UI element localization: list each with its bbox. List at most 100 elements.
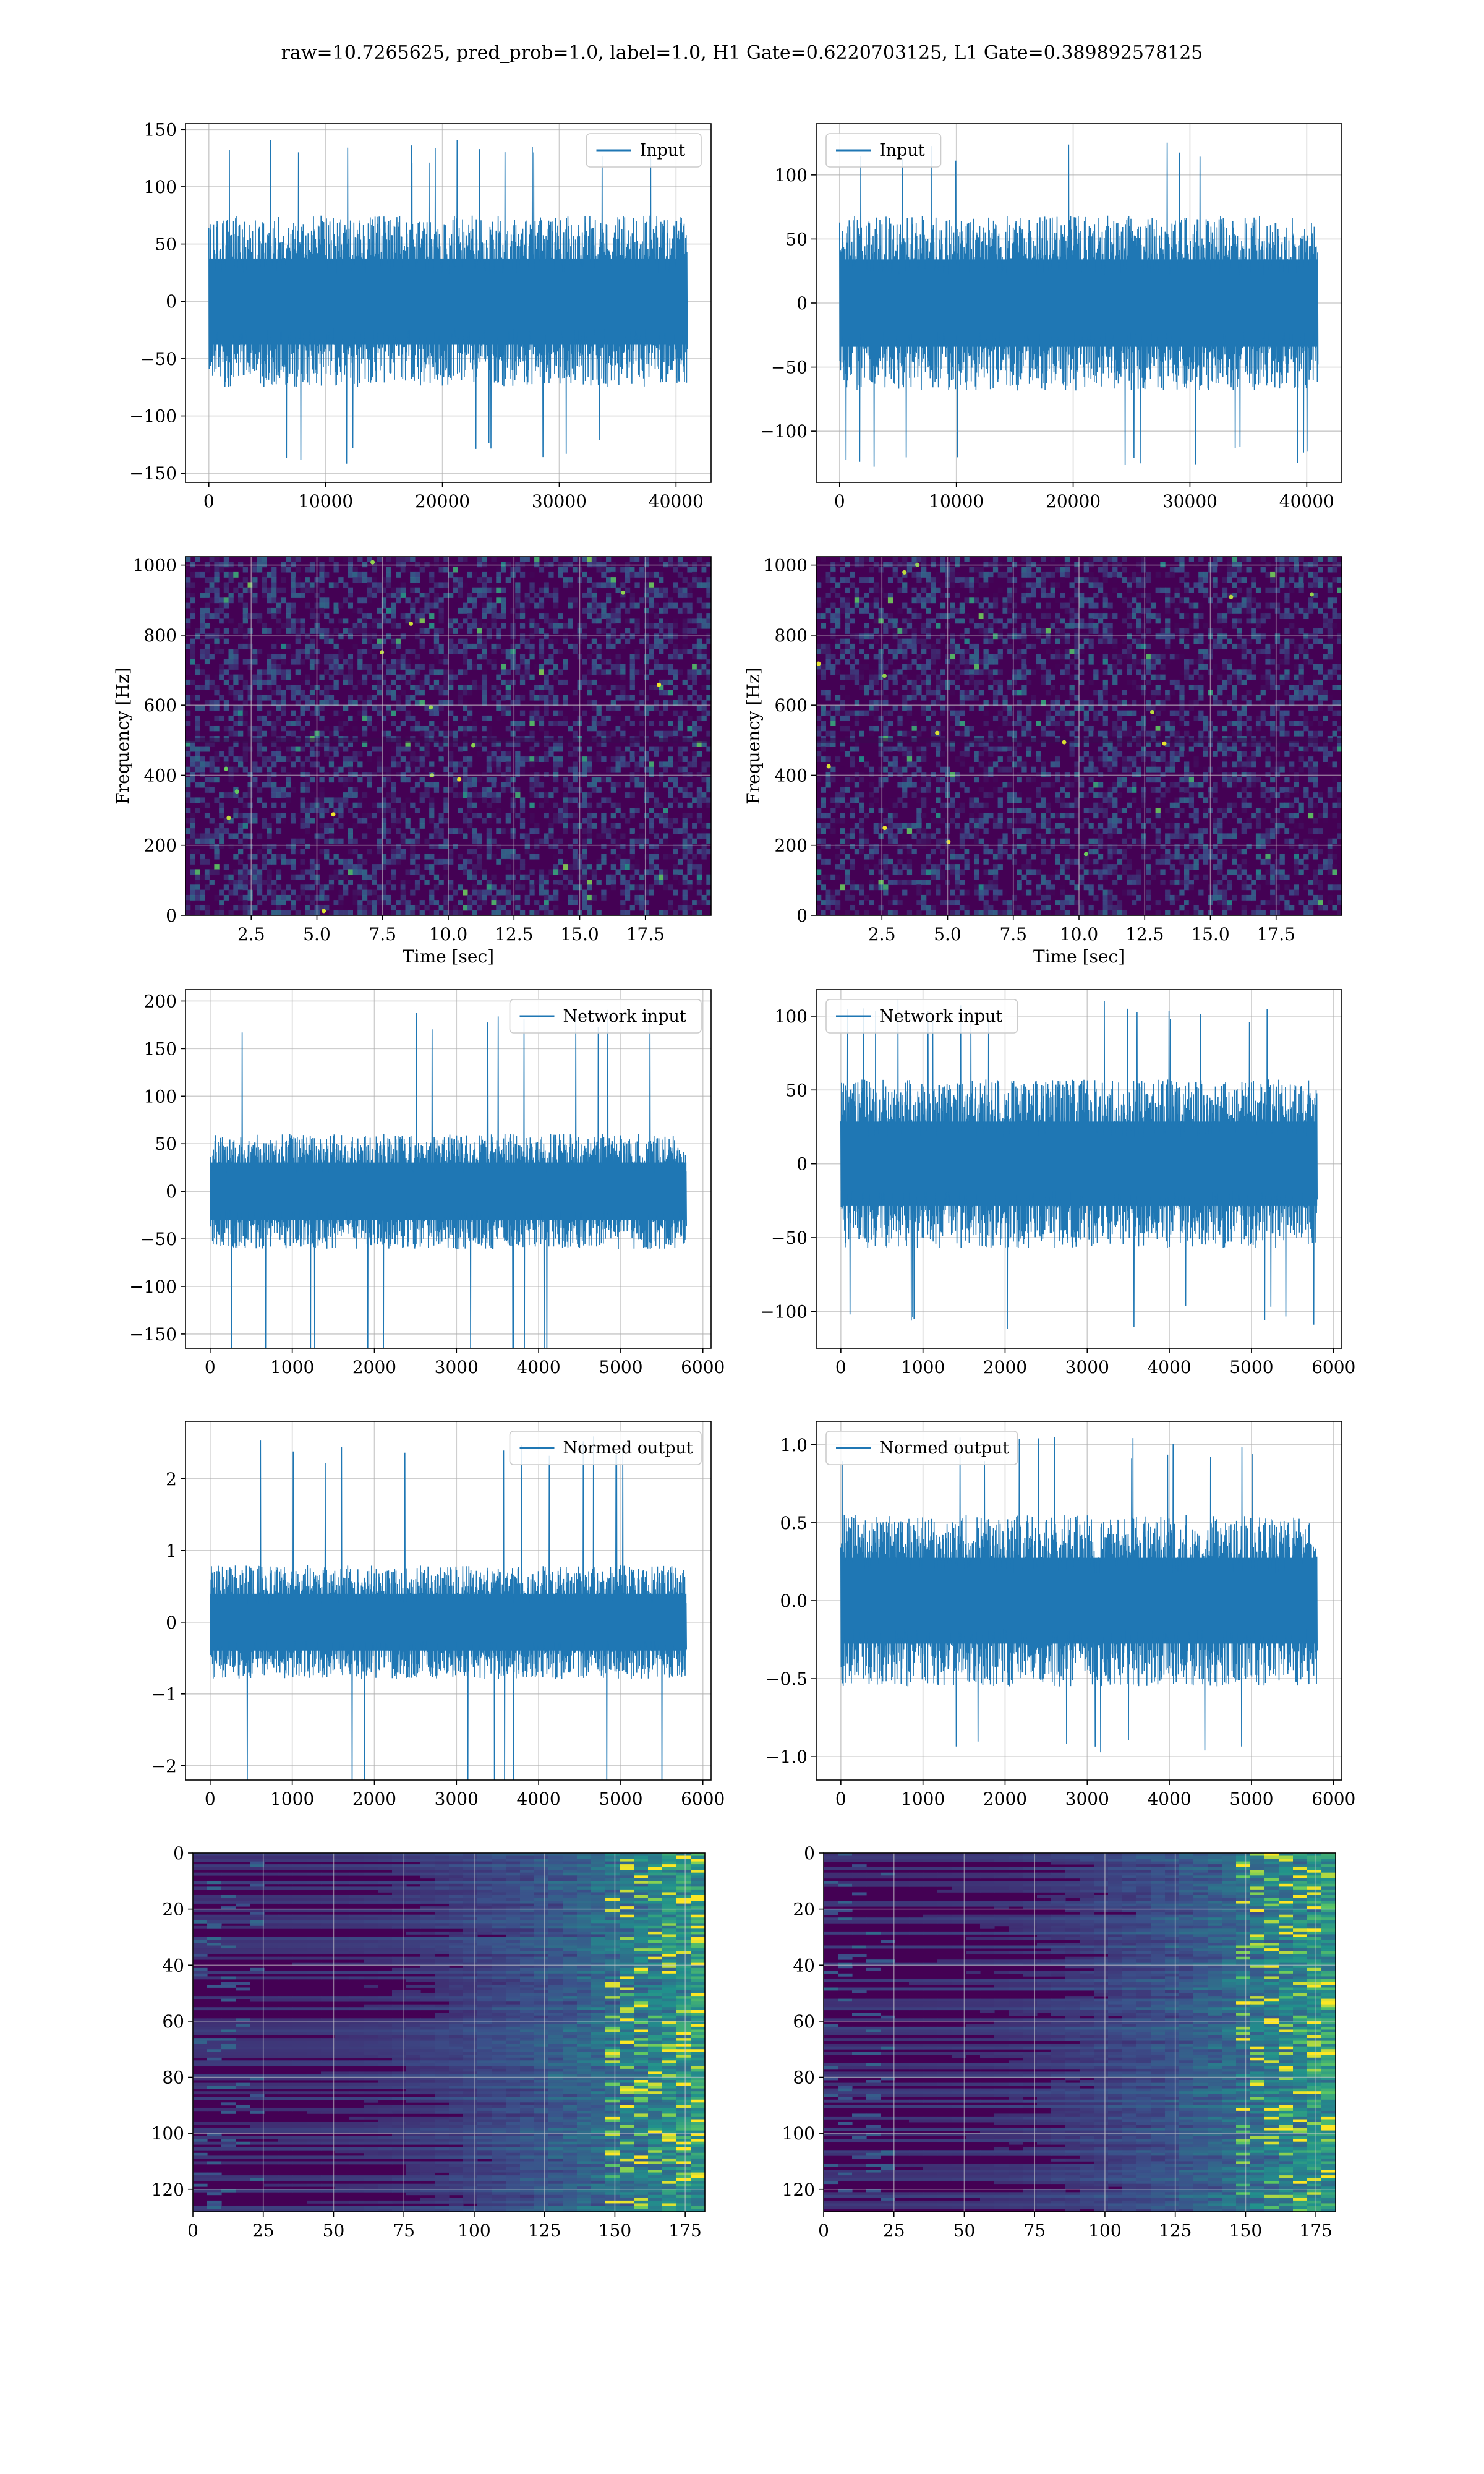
l1-network-input-frame bbox=[816, 989, 1342, 1349]
h1-feature-map-ytick-label: 80 bbox=[162, 2068, 184, 2088]
h1-spectrogram-ylabel: Frequency [Hz] bbox=[113, 667, 133, 804]
h1-network-input-ytick-label: 200 bbox=[144, 991, 177, 1011]
h1-input-ytick-label: −100 bbox=[129, 406, 177, 427]
l1-spectrogram-ytick-label: 1000 bbox=[764, 555, 808, 576]
h1-input-ytick-label: −150 bbox=[129, 463, 177, 484]
h1-normed-output-ytick-label: 0 bbox=[166, 1612, 177, 1633]
l1-input-xtick-label: 10000 bbox=[929, 491, 984, 511]
h1-network-input-ytick-label: −150 bbox=[129, 1324, 177, 1345]
h1-network-input-ytick-label: 50 bbox=[155, 1134, 177, 1154]
h1-spectrogram-ytick-label: 0 bbox=[166, 905, 177, 926]
l1-spectrogram-ytick-label: 600 bbox=[775, 695, 808, 716]
h1-feature-map-ytick-label: 20 bbox=[162, 1899, 184, 1920]
figure-suptitle: raw=10.7265625, pred_prob=1.0, label=1.0… bbox=[281, 42, 1203, 64]
h1-normed-output-ytick-label: 1 bbox=[166, 1541, 177, 1561]
l1-network-input-ytick-label: 100 bbox=[775, 1006, 808, 1027]
h1-spectrogram-xtick-label: 5.0 bbox=[303, 924, 331, 944]
h1-feature-map-xtick-label: 125 bbox=[528, 2220, 561, 2241]
l1-feature-map-xtick-label: 75 bbox=[1023, 2220, 1046, 2241]
l1-network-input-axes: 0 1000 2000 3000 4000 5000 6000 −100 −50 0 50 100 Ne… bbox=[760, 989, 1355, 1377]
l1-network-input-ytick-label: 50 bbox=[785, 1080, 808, 1100]
l1-input-xtick-label: 20000 bbox=[1046, 491, 1101, 511]
l1-network-input-xtick-label: 2000 bbox=[983, 1357, 1027, 1377]
l1-feature-map-ytick-label: 80 bbox=[793, 2068, 815, 2088]
h1-spectrogram-ytick-label: 800 bbox=[144, 625, 177, 646]
l1-feature-map-heatmap bbox=[824, 1853, 1336, 2212]
l1-spectrogram-axes: 2.5 5.0 7.5 10.0 12.5 15.0 17.5 0 200 400 600 800 10… bbox=[743, 555, 1342, 967]
h1-network-input-xtick-label: 3000 bbox=[435, 1357, 479, 1377]
h1-input-xtick-label: 0 bbox=[203, 491, 215, 511]
l1-feature-map-axes: 0 25 50 75 100 125 150 175 0 20 40 60 80 100 120 bbox=[782, 1843, 1336, 2241]
h1-spectrogram-xtick-label: 17.5 bbox=[626, 924, 665, 944]
h1-spectrogram-xtick-label: 12.5 bbox=[495, 924, 533, 944]
h1-network-input-xtick-label: 6000 bbox=[681, 1357, 725, 1377]
l1-normed-output-ytick-label: 1.0 bbox=[780, 1435, 808, 1455]
l1-spectrogram-xtick-label: 5.0 bbox=[934, 924, 962, 944]
l1-normed-output-xtick-label: 2000 bbox=[983, 1789, 1027, 1809]
h1-network-input-xtick-label: 4000 bbox=[516, 1357, 560, 1377]
h1-normed-output-xtick-label: 6000 bbox=[681, 1789, 725, 1809]
h1-network-input-xtick-label: 5000 bbox=[599, 1357, 642, 1377]
h1-network-input-ytick-label: −50 bbox=[140, 1229, 177, 1249]
l1-spectrogram-xtick-label: 17.5 bbox=[1257, 924, 1295, 944]
l1-normed-output-ytick-label: −0.5 bbox=[765, 1669, 808, 1689]
l1-network-input-ytick-label: 0 bbox=[796, 1154, 808, 1175]
h1-network-input-series-line bbox=[210, 1009, 687, 1348]
h1-network-input-xtick-label: 1000 bbox=[270, 1357, 314, 1377]
h1-input-ytick-label: 100 bbox=[144, 177, 177, 197]
l1-spectrogram-xtick-label: 15.0 bbox=[1191, 924, 1229, 944]
l1-input-xtick-label: 40000 bbox=[1279, 491, 1334, 511]
l1-spectrogram-ylabel: Frequency [Hz] bbox=[743, 667, 764, 804]
h1-network-input-frame bbox=[185, 989, 712, 1349]
l1-feature-map-ytick-label: 60 bbox=[793, 2011, 815, 2032]
l1-input-legend: Input bbox=[825, 133, 942, 168]
h1-feature-map-ytick-label: 100 bbox=[151, 2123, 184, 2144]
h1-spectrogram-ytick-label: 1000 bbox=[133, 555, 177, 576]
l1-feature-map-xtick-label: 25 bbox=[883, 2220, 905, 2241]
h1-input-xtick-label: 20000 bbox=[415, 491, 470, 511]
h1-normed-output-frame bbox=[185, 1421, 712, 1781]
l1-normed-output-series-line bbox=[840, 1437, 1318, 1753]
l1-spectrogram-ytick-label: 400 bbox=[775, 765, 808, 785]
l1-spectrogram-ytick-label: 0 bbox=[796, 905, 808, 926]
h1-feature-map-xtick-label: 25 bbox=[252, 2220, 275, 2241]
l1-normed-output-ytick-label: −1.0 bbox=[765, 1747, 808, 1767]
l1-input-ytick-label: 50 bbox=[785, 229, 808, 249]
l1-spectrogram-ytick-label: 200 bbox=[775, 836, 808, 856]
l1-input-xtick-label: 0 bbox=[834, 491, 845, 511]
l1-normed-output-ytick-label: 0.0 bbox=[780, 1591, 808, 1611]
l1-input-series-line bbox=[839, 142, 1319, 467]
l1-normed-output-xtick-label: 3000 bbox=[1065, 1789, 1109, 1809]
h1-feature-map-ytick-label: 120 bbox=[151, 2180, 184, 2200]
l1-feature-map-frame bbox=[823, 1852, 1336, 2212]
h1-feature-map-ytick-label: 40 bbox=[162, 1955, 184, 1975]
h1-spectrogram-xtick-label: 15.0 bbox=[560, 924, 599, 944]
h1-feature-map-frame bbox=[192, 1852, 706, 2212]
h1-input-axes: 0 10000 20000 30000 40000 −150 −100 −50 0 50 100 15… bbox=[129, 119, 712, 511]
h1-normed-output-xtick-label: 1000 bbox=[270, 1789, 314, 1809]
h1-spectrogram-ytick-label: 400 bbox=[144, 765, 177, 785]
h1-feature-map-xtick-label: 0 bbox=[187, 2220, 198, 2241]
h1-normed-output-legend: Normed output bbox=[509, 1431, 702, 1465]
l1-spectrogram-xtick-label: 2.5 bbox=[868, 924, 896, 944]
h1-network-input-ytick-label: −100 bbox=[129, 1277, 177, 1297]
l1-normed-output-ytick-label: 0.5 bbox=[780, 1513, 808, 1533]
l1-normed-output-xtick-label: 4000 bbox=[1147, 1789, 1191, 1809]
h1-spectrogram-xtick-label: 10.0 bbox=[429, 924, 467, 944]
l1-spectrogram-xtick-label: 12.5 bbox=[1125, 924, 1164, 944]
h1-input-legend: Input bbox=[586, 133, 702, 168]
h1-spectrogram-xlabel: Time [sec] bbox=[403, 946, 494, 967]
l1-input-ytick-label: −100 bbox=[760, 421, 808, 442]
h1-input-ytick-label: 0 bbox=[166, 291, 177, 312]
h1-normed-output-xtick-label: 4000 bbox=[516, 1789, 560, 1809]
l1-spectrogram-xtick-label: 7.5 bbox=[999, 924, 1027, 944]
h1-input-ytick-label: 150 bbox=[144, 119, 177, 140]
h1-input-ytick-label: −50 bbox=[140, 349, 177, 369]
h1-network-input-ytick-label: 150 bbox=[144, 1038, 177, 1059]
h1-feature-map-axes: 0 25 50 75 100 125 150 175 0 20 40 60 80 100 120 bbox=[151, 1843, 706, 2241]
l1-spectrogram-xlabel: Time [sec] bbox=[1033, 946, 1125, 967]
l1-input-ytick-label: −50 bbox=[771, 357, 808, 378]
h1-normed-output-xtick-label: 2000 bbox=[352, 1789, 396, 1809]
h1-normed-output-series-line bbox=[210, 1436, 687, 1780]
l1-feature-map-xtick-label: 100 bbox=[1088, 2220, 1121, 2241]
